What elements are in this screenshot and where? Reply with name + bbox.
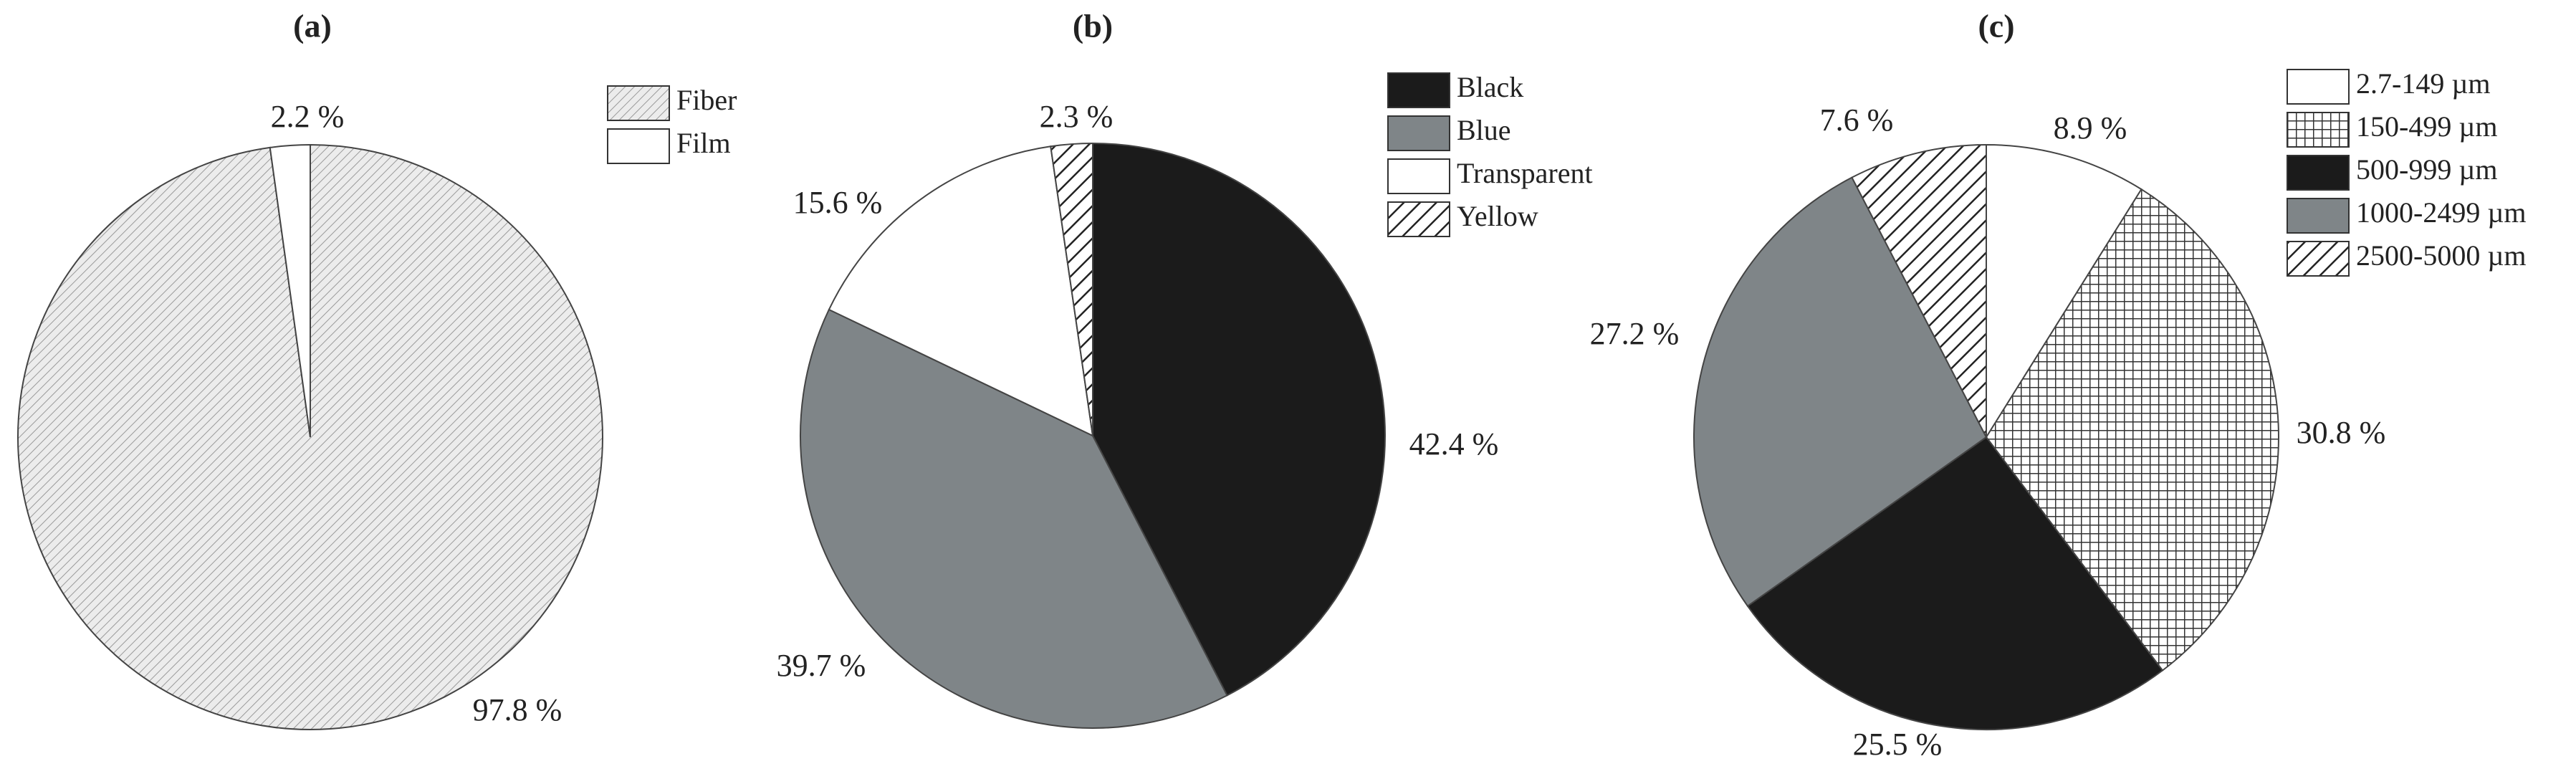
legend-swatch xyxy=(1387,158,1450,194)
legend-label: Film xyxy=(676,127,731,159)
legend-label: Transparent xyxy=(1457,157,1593,189)
value-label: 30.8 % xyxy=(2297,415,2386,450)
value-label: 2.3 % xyxy=(1040,99,1114,134)
pie-slice xyxy=(1986,143,2142,440)
pie-slice xyxy=(1985,188,2279,672)
legend-swatch xyxy=(1387,72,1450,108)
value-label: 8.9 % xyxy=(2054,110,2127,145)
pie-slice xyxy=(1693,176,1988,608)
pie-slice xyxy=(1092,142,1386,697)
legend-label: 1000-2499 µm xyxy=(2356,196,2526,229)
value-label: 42.4 % xyxy=(1409,426,1499,462)
legend-swatch xyxy=(1387,115,1450,151)
value-label: 15.6 % xyxy=(793,185,883,220)
legend-swatch xyxy=(2287,241,2350,277)
legend-swatch xyxy=(2287,112,2350,148)
legend-swatch xyxy=(1387,201,1450,237)
legend-label: 2500-5000 µm xyxy=(2356,239,2526,272)
legend-label: Yellow xyxy=(1457,200,1538,232)
legend-label: Blue xyxy=(1457,114,1511,146)
pie-slice xyxy=(1746,436,2164,730)
pie-slice xyxy=(828,145,1094,437)
legend-swatch xyxy=(607,85,670,121)
chart-title: (a) xyxy=(293,8,332,44)
legend-label: Black xyxy=(1457,71,1523,103)
value-label: 27.2 % xyxy=(1590,316,1680,351)
legend-swatch xyxy=(2287,155,2350,191)
value-label: 39.7 % xyxy=(777,648,866,683)
chart-title: (c) xyxy=(1978,8,2014,44)
pie-slice xyxy=(269,143,311,438)
legend-swatch xyxy=(2287,69,2350,105)
value-label: 97.8 % xyxy=(473,692,562,727)
pie-slice xyxy=(1050,142,1093,436)
value-label: 7.6 % xyxy=(1820,102,1894,138)
legend-label: 150-499 µm xyxy=(2356,110,2497,143)
pie-slice xyxy=(800,308,1228,729)
legend-swatch xyxy=(2287,198,2350,234)
legend-swatch xyxy=(607,128,670,164)
pie-slice xyxy=(1851,143,1987,438)
legend-label: Fiber xyxy=(676,84,737,116)
legend-label: 500-999 µm xyxy=(2356,153,2497,186)
chart-title: (b) xyxy=(1073,8,1113,44)
value-label: 2.2 % xyxy=(271,99,345,134)
legend-label: 2.7-149 µm xyxy=(2356,67,2490,100)
value-label: 25.5 % xyxy=(1853,727,1943,762)
